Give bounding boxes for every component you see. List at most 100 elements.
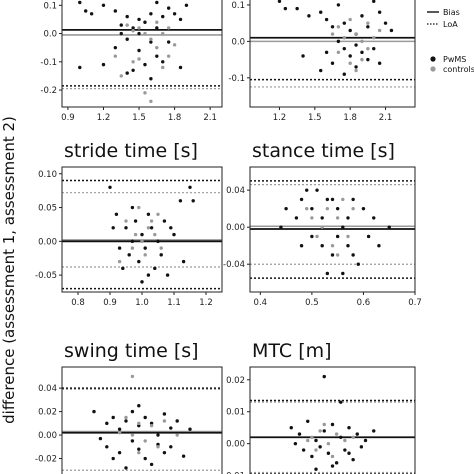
- data-point-controls: [343, 438, 347, 443]
- data-point-controls: [305, 206, 309, 211]
- data-point-controls: [351, 435, 355, 439]
- data-point-controls: [130, 433, 135, 437]
- data-point-pwms: [307, 14, 311, 18]
- y-tick-label: 0.05: [38, 204, 57, 214]
- data-point-pwms: [133, 219, 138, 223]
- y-tick-label: 0.02: [226, 376, 245, 386]
- data-point-pwms: [137, 404, 141, 408]
- data-point-controls: [354, 68, 358, 73]
- data-point-pwms: [348, 28, 352, 33]
- data-point-controls: [156, 445, 160, 449]
- data-point-pwms: [372, 429, 376, 433]
- y-tick-label: -0.1: [228, 74, 245, 84]
- data-point-pwms: [137, 17, 141, 22]
- data-point-pwms: [111, 226, 115, 230]
- data-point-pwms: [105, 421, 109, 426]
- data-point-pwms: [146, 273, 151, 277]
- x-tick-label: 0.6: [357, 298, 371, 308]
- data-point-controls: [172, 43, 177, 47]
- data-point-controls: [124, 219, 128, 223]
- data-point-pwms: [315, 188, 319, 192]
- y-tick-label: 0.0: [231, 37, 245, 47]
- data-point-pwms: [113, 9, 118, 13]
- data-point-pwms: [172, 12, 177, 16]
- legend-controls-label: controls: [443, 65, 474, 74]
- data-point-pwms: [342, 46, 346, 51]
- data-point-controls: [137, 450, 141, 455]
- data-point-pwms: [299, 197, 304, 202]
- data-point-controls: [130, 246, 135, 250]
- data-point-pwms: [181, 454, 186, 458]
- data-point-controls: [346, 234, 350, 239]
- panel-title: swing time [s]: [64, 340, 199, 362]
- data-point-pwms: [293, 441, 298, 446]
- data-point-controls: [320, 225, 324, 229]
- data-point-pwms: [178, 199, 183, 203]
- data-point-pwms: [372, 46, 376, 51]
- x-tick-label: 1.0: [135, 298, 149, 308]
- data-point-pwms: [184, 3, 189, 7]
- data-point-controls: [322, 422, 326, 427]
- x-tick-label: 1.5: [308, 113, 322, 123]
- data-point-controls: [354, 32, 358, 36]
- data-point-controls: [330, 32, 335, 36]
- data-point-pwms: [172, 232, 176, 237]
- data-point-pwms: [143, 456, 147, 461]
- legend: Bias LoA PwMS controls: [427, 8, 474, 74]
- data-point-pwms: [283, 6, 288, 11]
- y-tick-label: 0.00: [38, 431, 57, 441]
- panel-plot-area: [62, 179, 222, 290]
- data-point-controls: [149, 99, 153, 104]
- data-point-pwms: [341, 225, 345, 229]
- x-tick-label: 1.8: [168, 113, 182, 123]
- data-point-pwms: [389, 28, 394, 33]
- y-tick-label: 0.1: [231, 1, 245, 11]
- data-point-pwms: [156, 442, 160, 447]
- panel-title: stride time [s]: [64, 140, 198, 162]
- panel-frame: [249, 0, 416, 108]
- data-point-controls: [155, 45, 159, 50]
- data-point-controls: [334, 432, 339, 436]
- data-point-pwms: [111, 415, 115, 420]
- y-tick-label: -0.04: [223, 260, 245, 270]
- data-point-pwms: [295, 6, 299, 11]
- data-point-controls: [306, 438, 310, 443]
- data-point-pwms: [310, 454, 314, 459]
- y-axis-label: difference (assessment 1, assessment 2): [0, 116, 18, 424]
- y-tick-label: -0.05: [35, 271, 57, 281]
- data-point-pwms: [124, 226, 128, 230]
- data-point-pwms: [279, 225, 283, 229]
- data-point-controls: [149, 423, 154, 428]
- data-point-controls: [137, 57, 141, 61]
- data-point-controls: [366, 46, 370, 51]
- data-point-pwms: [137, 31, 141, 36]
- data-point-pwms: [124, 419, 128, 423]
- data-point-pwms: [121, 266, 125, 271]
- data-point-pwms: [335, 206, 340, 211]
- data-point-pwms: [156, 433, 160, 437]
- data-point-pwms: [363, 438, 368, 443]
- data-point-controls: [325, 206, 330, 211]
- data-point-pwms: [161, 14, 165, 19]
- panel-4: stance time [s] 0.04 0.00 -0.04 0.4 0.5 0.6 0.7: [223, 140, 422, 308]
- data-point-pwms: [119, 23, 123, 27]
- data-point-pwms: [125, 71, 129, 75]
- data-point-pwms: [140, 232, 144, 237]
- x-tick-label: 0.8: [71, 298, 85, 308]
- data-point-pwms: [360, 14, 364, 18]
- data-point-pwms: [351, 197, 355, 202]
- x-tick-label: 1.2: [199, 298, 213, 308]
- data-point-controls: [336, 50, 341, 55]
- data-point-controls: [314, 448, 318, 452]
- data-point-pwms: [330, 253, 335, 257]
- data-point-pwms: [146, 212, 151, 216]
- data-point-pwms: [175, 419, 179, 423]
- y-tick-label: -0.1: [40, 58, 57, 68]
- data-point-pwms: [336, 3, 341, 7]
- data-point-pwms: [310, 206, 314, 211]
- data-point-pwms: [149, 77, 153, 81]
- data-point-pwms: [366, 25, 370, 29]
- data-point-pwms: [124, 466, 128, 470]
- data-point-pwms: [339, 435, 343, 439]
